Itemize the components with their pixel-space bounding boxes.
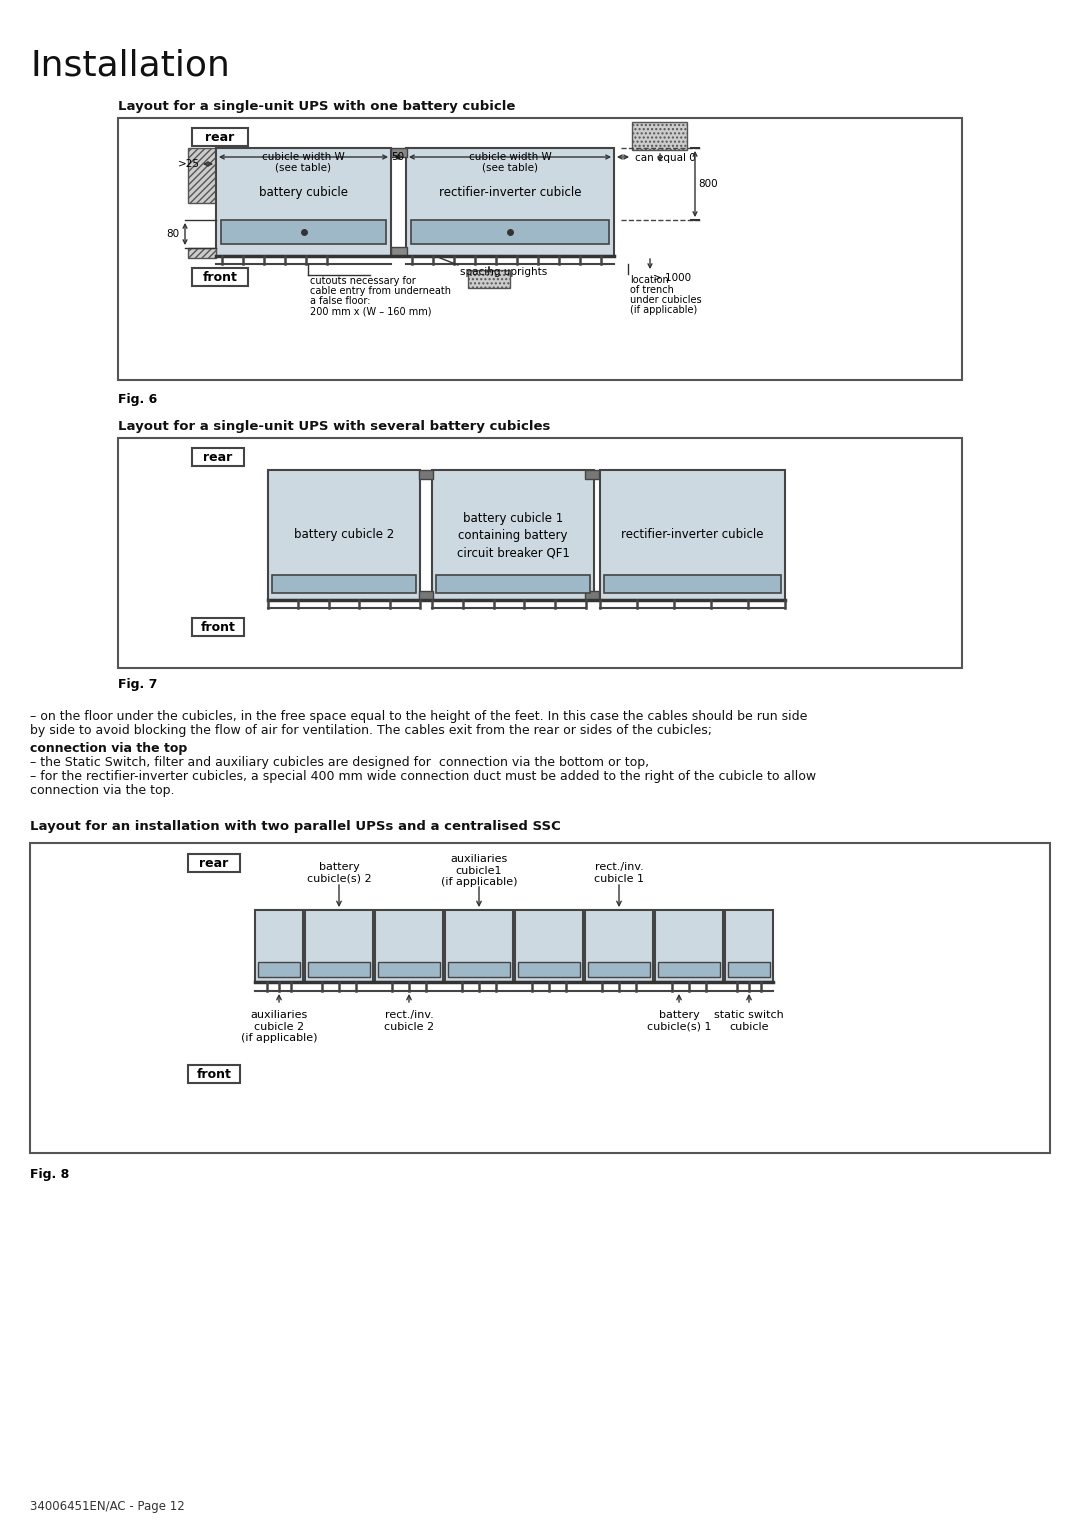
Text: front: front [197,1068,231,1080]
Bar [468,270,510,287]
Text: location: location [630,275,669,286]
Text: can equal 0: can equal 0 [635,153,696,163]
Bar [411,220,609,244]
Text: Installation: Installation [30,47,230,83]
Bar [268,471,420,601]
Bar [585,911,653,983]
Bar [419,591,433,601]
Text: > 1000: > 1000 [653,274,691,283]
Text: battery
cubicle(s) 2: battery cubicle(s) 2 [307,862,372,883]
Bar [192,267,248,286]
Text: (see table): (see table) [275,162,330,173]
Bar [192,617,244,636]
Bar [632,122,687,150]
Text: battery
cubicle(s) 1: battery cubicle(s) 1 [647,1010,712,1031]
Bar [448,963,510,976]
Bar [391,148,407,157]
Text: cutouts necessary for: cutouts necessary for [310,277,416,286]
Text: battery cubicle 1
containing battery
circuit breaker QF1: battery cubicle 1 containing battery cir… [457,512,569,559]
Bar [725,911,773,983]
Bar [305,911,373,983]
Text: Fig. 6: Fig. 6 [118,393,158,406]
Bar [258,963,300,976]
Bar [192,128,248,147]
Text: spacing uprights: spacing uprights [460,267,548,277]
Bar [192,448,244,466]
Text: rect./inv.
cubicle 2: rect./inv. cubicle 2 [383,1010,434,1031]
Bar [585,591,599,601]
Bar [30,843,1050,1154]
Text: – for the rectifier-inverter cubicles, a special 400 mm wide connection duct mus: – for the rectifier-inverter cubicles, a… [30,770,816,782]
Text: battery cubicle 2: battery cubicle 2 [294,529,394,541]
Text: 200 mm x (W – 160 mm): 200 mm x (W – 160 mm) [310,306,432,316]
Text: static switch
cubicle: static switch cubicle [714,1010,784,1031]
Text: front: front [203,270,238,284]
Text: – the Static Switch, filter and auxiliary cubicles are designed for  connection : – the Static Switch, filter and auxiliar… [30,756,649,769]
Text: 800: 800 [698,179,717,189]
Text: Layout for a single-unit UPS with one battery cubicle: Layout for a single-unit UPS with one ba… [118,99,515,113]
Bar [419,471,433,478]
Text: front: front [201,620,235,634]
Text: >25: >25 [178,159,200,170]
Text: Layout for a single-unit UPS with several battery cubicles: Layout for a single-unit UPS with severa… [118,420,551,432]
Bar [272,575,416,593]
Text: connection via the top.: connection via the top. [30,784,175,798]
Text: auxiliaries
cubicle 2
(if applicable): auxiliaries cubicle 2 (if applicable) [241,1010,318,1044]
Bar [375,911,443,983]
Bar [221,220,386,244]
Text: rect./inv.
cubicle 1: rect./inv. cubicle 1 [594,862,644,883]
Bar [728,963,770,976]
Bar [378,963,440,976]
Bar [216,148,391,257]
Text: Fig. 8: Fig. 8 [30,1167,69,1181]
Text: auxiliaries
cubicle1
(if applicable): auxiliaries cubicle1 (if applicable) [441,854,517,888]
Bar [188,1065,240,1083]
Text: rear: rear [205,131,234,144]
Bar [445,911,513,983]
Text: rear: rear [200,857,229,869]
Bar [436,575,590,593]
Text: (if applicable): (if applicable) [630,306,698,315]
Bar [308,963,370,976]
Bar [585,471,599,478]
Text: 34006451EN/AC - Page 12: 34006451EN/AC - Page 12 [30,1500,185,1513]
Bar [118,118,962,380]
Bar [515,911,583,983]
Bar [188,854,240,872]
Text: cable entry from underneath: cable entry from underneath [310,286,451,296]
Text: Layout for an installation with two parallel UPSs and a centralised SSC: Layout for an installation with two para… [30,821,561,833]
Text: rectifier-inverter cubicle: rectifier-inverter cubicle [438,186,581,199]
Text: rear: rear [203,451,232,465]
Text: 50: 50 [391,151,405,162]
Bar [255,911,303,983]
Text: cubicle width W: cubicle width W [261,151,345,162]
Text: (see table): (see table) [482,162,538,173]
Bar [118,439,962,668]
Text: cubicle width W: cubicle width W [469,151,552,162]
Bar [406,148,615,257]
Bar [188,148,216,203]
Text: Fig. 7: Fig. 7 [118,678,158,691]
Text: battery cubicle: battery cubicle [259,186,348,199]
Bar [391,248,407,257]
Text: of trench: of trench [630,286,674,295]
Text: connection via the top: connection via the top [30,743,187,755]
Text: by side to avoid blocking the flow of air for ventilation. The cables exit from : by side to avoid blocking the flow of ai… [30,724,712,736]
Text: 80: 80 [166,229,179,238]
Text: rectifier-inverter cubicle: rectifier-inverter cubicle [621,529,764,541]
Bar [588,963,650,976]
Bar [658,963,720,976]
Bar [518,963,580,976]
Bar [600,471,785,601]
Text: under cubicles: under cubicles [630,295,702,306]
Text: – on the floor under the cubicles, in the free space equal to the height of the : – on the floor under the cubicles, in th… [30,711,808,723]
Text: a false floor:: a false floor: [310,296,370,306]
Bar [432,471,594,601]
Bar [654,911,723,983]
Bar [188,248,216,258]
Bar [604,575,781,593]
